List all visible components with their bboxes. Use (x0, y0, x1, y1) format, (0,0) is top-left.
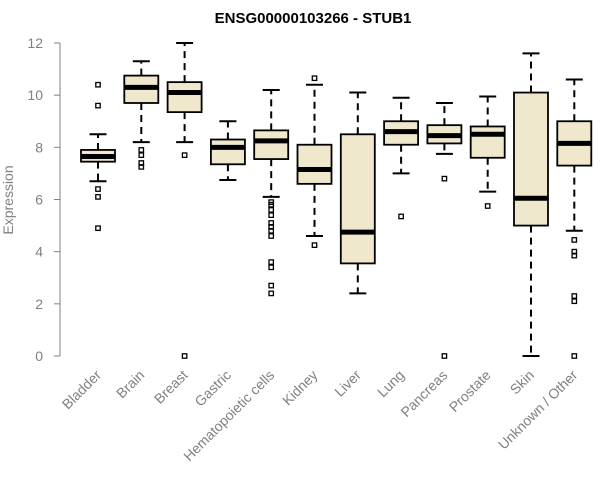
box-pancreas (426, 101, 463, 359)
outlier-point (268, 233, 275, 239)
iqr-box (469, 125, 506, 159)
outlier-point (95, 102, 101, 109)
iqr-box (166, 81, 203, 114)
outlier-point (311, 75, 318, 82)
x-category-label: Kidney (279, 367, 321, 409)
x-category-label: Breast (151, 367, 191, 407)
x-category-label: Unknown / Other (495, 367, 581, 453)
x-category-label: Gastric (191, 367, 234, 410)
y-tick-label: 10 (27, 87, 43, 103)
outlier-point (571, 237, 578, 243)
y-axis-label: Expression (0, 165, 16, 234)
x-category-label: Brain (113, 367, 147, 401)
outlier-point (268, 201, 275, 208)
box-gastric (209, 120, 246, 181)
box-kidney (296, 75, 333, 248)
x-category-label: Skin (507, 367, 538, 398)
x-category-label: Liver (331, 367, 364, 400)
iqr-box (513, 91, 549, 227)
y-tick-label: 12 (27, 35, 43, 51)
x-category-label: Bladder (59, 367, 105, 413)
outlier-point (268, 282, 275, 289)
outlier-point (268, 259, 275, 265)
outlier-point (571, 293, 578, 299)
box-liver (339, 91, 376, 295)
boxes-group (80, 42, 593, 359)
box-hematopoietic-cells (253, 88, 290, 297)
outlier-point (268, 264, 275, 271)
box-brain (123, 60, 160, 170)
y-tick-label: 0 (35, 348, 43, 364)
x-category-label: Lung (374, 367, 407, 400)
outlier-point (441, 175, 448, 182)
outlier-point (268, 212, 275, 218)
outlier-point (95, 225, 101, 232)
y-tick-label: 4 (35, 244, 43, 260)
outlier-point (95, 194, 101, 200)
box-unknown-other (556, 78, 593, 359)
box-lung (383, 96, 420, 220)
iqr-box (339, 133, 376, 265)
outlier-point (268, 290, 275, 297)
outlier-point (571, 298, 578, 305)
y-axis: 0 2 4 6 8 10 12 (27, 35, 61, 364)
iqr-box (253, 129, 290, 160)
x-category-label: Pancreas (397, 367, 450, 420)
box-prostate (469, 95, 506, 209)
outlier-point (268, 207, 275, 213)
outlier-point (138, 147, 145, 153)
outlier-point (181, 353, 188, 359)
iqr-box (296, 143, 333, 185)
outlier-point (138, 164, 145, 170)
outlier-point (95, 81, 101, 88)
x-category-label: Prostate (446, 367, 494, 415)
outlier-point (571, 353, 578, 359)
outlier-point (95, 186, 101, 192)
y-tick-label: 6 (35, 192, 43, 208)
box-bladder (80, 81, 116, 232)
outlier-point (398, 213, 404, 220)
y-tick-label: 8 (35, 139, 43, 155)
iqr-box (209, 138, 246, 166)
box-breast (166, 42, 203, 359)
outlier-point (181, 152, 188, 159)
outlier-point (138, 152, 145, 159)
box-skin (513, 52, 549, 357)
outlier-point (268, 227, 275, 234)
outlier-point (571, 252, 578, 259)
y-tick-label: 2 (35, 296, 43, 312)
chart-title: ENSG00000103266 - STUB1 (215, 10, 412, 27)
outlier-point (311, 242, 318, 248)
outlier-point (441, 353, 448, 359)
outlier-point (484, 203, 491, 209)
